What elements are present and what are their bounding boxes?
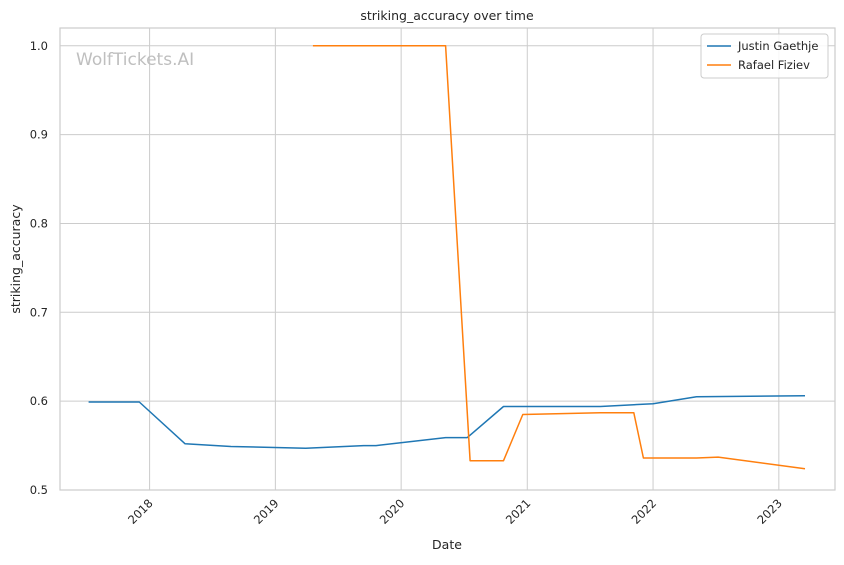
y-tick-label: 0.5 [30, 483, 48, 497]
series-lines [88, 45, 806, 470]
y-tick-label: 0.6 [30, 394, 48, 408]
y-tick-label: 0.9 [30, 128, 48, 142]
y-tick-labels: 0.5 0.6 0.7 0.8 0.9 1.0 [30, 39, 48, 497]
y-tick-label: 0.8 [30, 216, 48, 230]
legend-label-1: Justin Gaethje [737, 39, 818, 53]
series-line-2 [312, 45, 806, 470]
y-axis-label: striking_accuracy [8, 204, 23, 314]
watermark: WolfTickets.AI [76, 50, 194, 70]
x-axis-label: Date [432, 537, 462, 552]
y-tick-label: 0.7 [30, 305, 48, 319]
legend-label-2: Rafael Fiziev [738, 58, 810, 72]
chart-title: striking_accuracy over time [360, 8, 534, 23]
legend-box [700, 33, 829, 79]
x-gridlines [149, 28, 780, 490]
series-line-1 [88, 395, 806, 449]
plot-frame [59, 27, 836, 491]
y-tick-label: 1.0 [30, 39, 48, 53]
legend: Justin Gaethje Rafael Fiziev [700, 33, 829, 79]
